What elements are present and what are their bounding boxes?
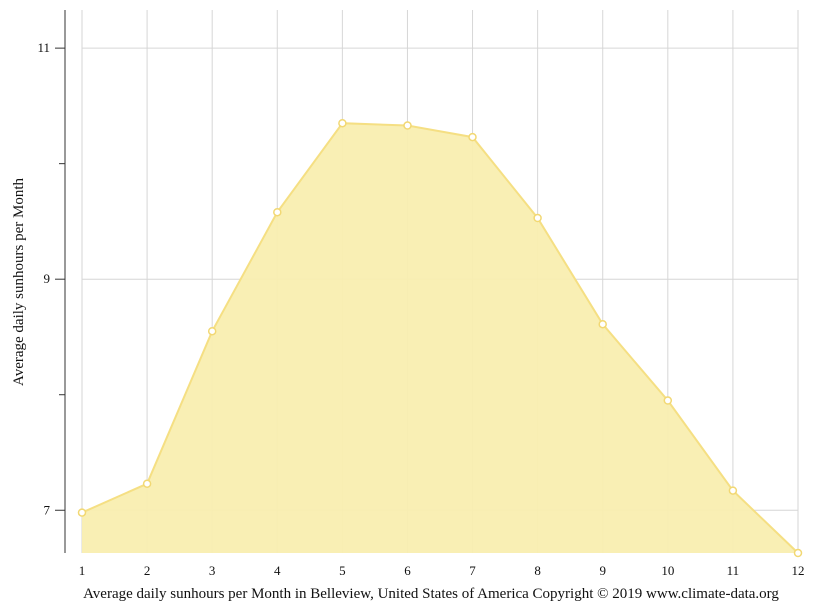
data-point: [403, 121, 412, 130]
data-point: [142, 479, 152, 488]
data-point: [77, 508, 87, 517]
x-tick-label: 12: [792, 563, 805, 578]
y-tick-label: 9: [44, 271, 51, 286]
x-tick-label: 6: [404, 563, 411, 578]
x-tick-label: 9: [599, 563, 606, 578]
data-point: [533, 213, 542, 223]
x-tick-label: 2: [144, 563, 151, 578]
marker-layer: [77, 118, 803, 558]
data-point: [598, 319, 607, 329]
x-tick-label: 3: [209, 563, 216, 578]
x-tick-label: 10: [661, 563, 674, 578]
data-point: [793, 548, 803, 558]
y-tick-label: 7: [44, 502, 51, 517]
x-tick-label: 4: [274, 563, 281, 578]
data-point: [728, 486, 738, 495]
data-point: [338, 118, 347, 128]
x-tick-label: 8: [534, 563, 541, 578]
series-area: [82, 123, 798, 553]
area-layer: [81, 122, 799, 554]
x-tick-label: 5: [339, 563, 346, 578]
data-point: [207, 326, 217, 336]
data-point: [273, 207, 282, 217]
y-tick-label: 11: [37, 40, 50, 55]
data-point: [468, 132, 477, 142]
series-line: [81, 122, 799, 554]
axis-layer: [55, 10, 66, 553]
x-tick-label: 11: [727, 563, 740, 578]
chart-caption: Average daily sunhours per Month in Bell…: [83, 586, 779, 602]
x-tick-label: 1: [79, 563, 86, 578]
x-tick-label: 7: [469, 563, 476, 578]
data-point: [663, 396, 673, 405]
y-axis-title: Average daily sunhours per Month: [11, 178, 27, 387]
